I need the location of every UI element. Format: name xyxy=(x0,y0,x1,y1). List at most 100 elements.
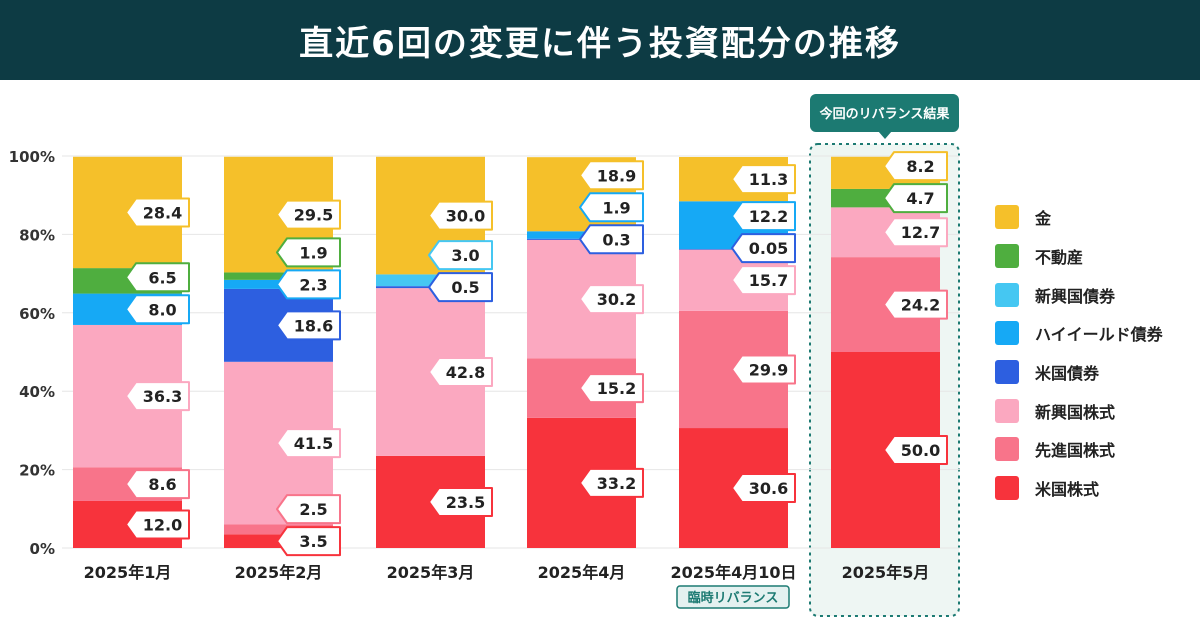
data-label: 12.7 xyxy=(883,217,948,248)
data-label: 4.7 xyxy=(883,183,948,214)
data-label-value: 6.5 xyxy=(148,268,176,287)
x-category-label: 2025年4月 xyxy=(538,563,626,582)
data-label: 29.9 xyxy=(731,354,796,385)
data-label-box xyxy=(883,183,948,214)
data-label: 42.8 xyxy=(428,356,493,387)
data-label-value: 0.3 xyxy=(602,230,630,249)
data-label: 8.6 xyxy=(125,469,190,500)
y-tick-label: 20% xyxy=(19,462,55,480)
legend-item-em_bond: 新興国債券 xyxy=(995,275,1163,314)
data-label-box xyxy=(428,240,493,271)
data-label-box xyxy=(579,284,644,315)
data-label-box xyxy=(731,164,796,195)
x-category-label: 2025年5月 xyxy=(842,563,930,582)
y-tick-label: 80% xyxy=(19,226,55,244)
legend-swatch xyxy=(995,282,1019,307)
legend-item-dev_stock: 先進国株式 xyxy=(995,430,1163,469)
data-label-value: 1.9 xyxy=(299,243,327,262)
legend-label: 米国株式 xyxy=(1035,480,1100,500)
bar-reit xyxy=(224,272,333,280)
data-label-value: 29.9 xyxy=(749,360,788,379)
data-label: 30.0 xyxy=(428,200,493,231)
data-label: 6.5 xyxy=(125,262,190,293)
special-rebalance-badge: 臨時リバランス xyxy=(676,585,790,609)
data-label-value: 18.6 xyxy=(294,316,333,335)
data-label-box xyxy=(276,269,341,300)
x-category-label: 2025年4月10日 xyxy=(671,563,797,582)
y-tick-label: 0% xyxy=(30,540,55,558)
legend-swatch xyxy=(995,398,1019,423)
data-label-value: 24.2 xyxy=(901,296,940,315)
data-label-value: 41.5 xyxy=(294,434,333,453)
data-label-value: 0.5 xyxy=(451,278,479,297)
data-label: 33.2 xyxy=(579,467,644,498)
legend-item-gold: 金 xyxy=(995,198,1163,237)
data-label: 29.5 xyxy=(276,199,341,230)
data-label-value: 42.8 xyxy=(446,363,485,382)
data-label: 18.6 xyxy=(276,310,341,341)
data-label: 3.0 xyxy=(428,240,493,271)
data-label-value: 3.5 xyxy=(299,532,327,551)
data-label-box xyxy=(579,373,644,404)
data-label-box xyxy=(579,192,644,223)
legend-item-hy_bond: ハイイールド債券 xyxy=(995,314,1163,353)
data-label-box xyxy=(731,354,796,385)
data-label-value: 0.05 xyxy=(749,239,788,258)
special-rebalance-text: 臨時リバランス xyxy=(688,590,779,606)
data-label-value: 15.2 xyxy=(597,379,636,398)
legend-swatch xyxy=(995,321,1019,346)
y-tick-label: 60% xyxy=(19,305,55,323)
legend-label: 新興国株式 xyxy=(1035,402,1116,422)
data-label-box xyxy=(276,237,341,268)
data-label-box xyxy=(579,224,644,255)
data-label-value: 23.5 xyxy=(446,493,485,512)
data-label: 8.2 xyxy=(883,151,948,182)
legend-swatch xyxy=(995,437,1019,462)
legend-swatch xyxy=(995,476,1019,501)
data-label-box xyxy=(125,469,190,500)
data-label-box xyxy=(731,233,796,264)
data-label-box xyxy=(125,381,190,412)
chart-title-bar: 直近6回の変更に伴う投資配分の推移 xyxy=(0,0,1200,80)
data-label-box xyxy=(276,494,341,525)
data-label-value: 33.2 xyxy=(597,474,636,493)
data-label-value: 29.5 xyxy=(294,206,333,225)
data-label-value: 1.9 xyxy=(602,198,630,217)
data-label-value: 12.7 xyxy=(901,223,940,242)
data-label: 12.0 xyxy=(125,509,190,540)
data-label-value: 36.3 xyxy=(143,387,182,406)
data-label-value: 4.7 xyxy=(906,189,934,208)
legend-swatch xyxy=(995,244,1019,269)
data-label-value: 30.2 xyxy=(597,290,636,309)
data-label-box xyxy=(276,526,341,557)
data-label-box xyxy=(276,199,341,230)
legend-item-reit: 不動産 xyxy=(995,237,1163,276)
data-label-box xyxy=(883,435,948,465)
data-label-box xyxy=(276,428,341,459)
data-label-value: 15.7 xyxy=(749,271,788,290)
data-label-box xyxy=(731,265,796,296)
data-label-box xyxy=(579,160,644,191)
data-label: 3.5 xyxy=(276,526,341,557)
y-tick-label: 100% xyxy=(9,148,55,166)
data-label: 1.9 xyxy=(579,192,644,223)
data-label: 2.5 xyxy=(276,494,341,525)
data-label: 30.2 xyxy=(579,284,644,315)
data-label: 0.3 xyxy=(579,224,644,255)
data-label-box xyxy=(428,200,493,231)
data-label: 0.5 xyxy=(428,272,493,303)
data-label-box xyxy=(125,262,190,293)
data-label: 15.7 xyxy=(731,265,796,296)
legend-label: ハイイールド債券 xyxy=(1035,325,1163,345)
stacked-bar-chart: 0% 20% 40% 60% 80% 100% 12.0 8.6 36.3 8.0 6.5 28.4… xyxy=(9,94,960,617)
x-category-label: 2025年1月 xyxy=(84,563,172,582)
x-category-label: 2025年2月 xyxy=(235,563,323,582)
data-label-box xyxy=(731,473,796,504)
data-label: 24.2 xyxy=(883,289,948,320)
data-label-box xyxy=(883,151,948,182)
data-label: 50.0 xyxy=(883,435,948,465)
data-label-value: 12.2 xyxy=(749,207,788,226)
legend-label: 米国債券 xyxy=(1035,364,1100,384)
data-label: 41.5 xyxy=(276,428,341,459)
bar-dev_stock xyxy=(224,524,333,535)
